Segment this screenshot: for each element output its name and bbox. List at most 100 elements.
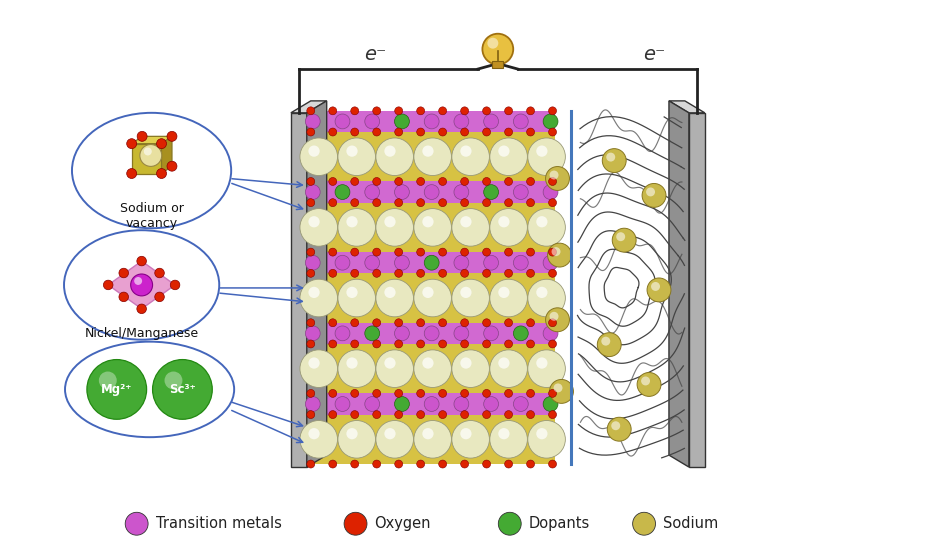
Circle shape <box>413 279 451 317</box>
Circle shape <box>137 304 146 314</box>
Circle shape <box>454 397 469 411</box>
Circle shape <box>454 255 469 270</box>
Circle shape <box>505 460 512 468</box>
Circle shape <box>137 131 147 141</box>
Circle shape <box>549 319 557 327</box>
Circle shape <box>483 178 490 185</box>
Circle shape <box>549 460 557 468</box>
Circle shape <box>307 411 315 419</box>
Circle shape <box>612 228 636 252</box>
Circle shape <box>499 146 510 157</box>
Circle shape <box>483 34 513 64</box>
Circle shape <box>395 411 402 419</box>
Circle shape <box>505 178 512 185</box>
Circle shape <box>461 340 469 348</box>
Circle shape <box>438 107 447 115</box>
Circle shape <box>549 312 559 321</box>
Circle shape <box>338 350 376 387</box>
Circle shape <box>602 148 626 173</box>
Circle shape <box>165 371 182 389</box>
Circle shape <box>154 268 165 278</box>
Circle shape <box>153 360 212 419</box>
Circle shape <box>305 326 320 341</box>
Text: Dopants: Dopants <box>529 516 590 531</box>
Circle shape <box>423 146 434 157</box>
Circle shape <box>395 128 402 136</box>
Circle shape <box>505 128 512 136</box>
Polygon shape <box>131 136 172 144</box>
Circle shape <box>438 248 447 256</box>
Circle shape <box>376 208 413 246</box>
Circle shape <box>308 146 320 157</box>
Circle shape <box>416 248 425 256</box>
Circle shape <box>413 421 451 458</box>
Circle shape <box>526 319 535 327</box>
Circle shape <box>335 397 350 411</box>
Circle shape <box>395 397 410 411</box>
Circle shape <box>364 185 379 200</box>
Circle shape <box>553 383 562 392</box>
Circle shape <box>438 199 447 207</box>
Circle shape <box>328 178 337 185</box>
Circle shape <box>425 114 439 129</box>
Circle shape <box>490 138 527 175</box>
Circle shape <box>395 389 402 398</box>
Circle shape <box>300 138 338 175</box>
Text: Mg²⁺: Mg²⁺ <box>101 383 132 396</box>
Circle shape <box>536 428 548 439</box>
Circle shape <box>307 199 315 207</box>
Circle shape <box>461 199 469 207</box>
Circle shape <box>483 411 490 419</box>
Circle shape <box>461 128 469 136</box>
Circle shape <box>490 421 527 458</box>
Bar <box>307 252 554 273</box>
Circle shape <box>167 161 177 171</box>
Circle shape <box>338 421 376 458</box>
Bar <box>307 393 554 415</box>
Circle shape <box>648 278 671 302</box>
Circle shape <box>451 279 489 317</box>
Circle shape <box>423 358 434 368</box>
Circle shape <box>373 107 381 115</box>
Circle shape <box>119 268 129 278</box>
Circle shape <box>606 152 615 162</box>
Circle shape <box>536 146 548 157</box>
Circle shape <box>395 460 402 468</box>
Circle shape <box>549 340 557 348</box>
Polygon shape <box>131 144 162 173</box>
Circle shape <box>526 460 535 468</box>
Circle shape <box>335 114 350 129</box>
Text: Transition metals: Transition metals <box>155 516 281 531</box>
Circle shape <box>499 287 510 298</box>
Circle shape <box>376 421 413 458</box>
Circle shape <box>608 417 631 441</box>
Polygon shape <box>307 101 327 467</box>
Circle shape <box>461 107 469 115</box>
Circle shape <box>328 199 337 207</box>
Circle shape <box>423 216 434 227</box>
Circle shape <box>438 128 447 136</box>
Circle shape <box>328 248 337 256</box>
Polygon shape <box>669 101 705 113</box>
Circle shape <box>364 397 379 411</box>
Circle shape <box>338 208 376 246</box>
Circle shape <box>551 247 561 256</box>
Circle shape <box>526 178 535 185</box>
Circle shape <box>346 216 358 227</box>
Polygon shape <box>162 136 172 173</box>
Circle shape <box>351 128 359 136</box>
Circle shape <box>413 350 451 387</box>
Circle shape <box>307 340 315 348</box>
Circle shape <box>127 139 137 148</box>
Circle shape <box>451 421 489 458</box>
Circle shape <box>328 460 337 468</box>
Circle shape <box>307 389 315 398</box>
Circle shape <box>338 279 376 317</box>
Circle shape <box>543 255 558 270</box>
Circle shape <box>461 248 469 256</box>
Circle shape <box>305 185 320 200</box>
Circle shape <box>461 178 469 185</box>
Circle shape <box>549 248 557 256</box>
Circle shape <box>483 107 490 115</box>
Circle shape <box>416 128 425 136</box>
